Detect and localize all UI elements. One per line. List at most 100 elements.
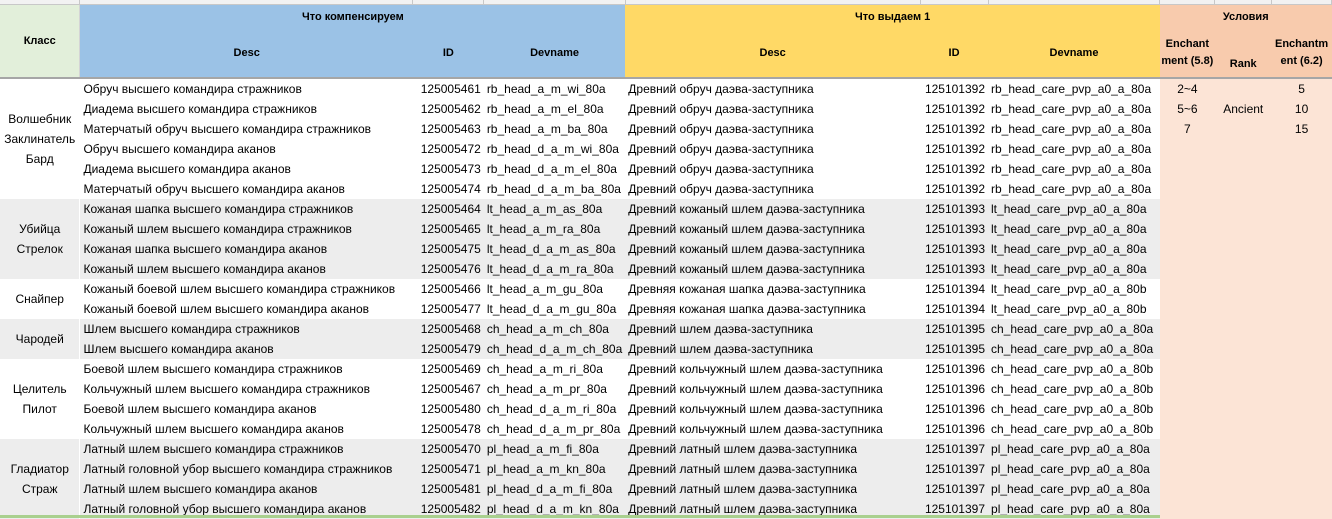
devname-cell[interactable]: rb_head_d_a_m_ba_80a	[483, 178, 626, 199]
desc-2-cell[interactable]: Древний кожаный шлем даэва-заступника	[625, 198, 921, 219]
class-cell[interactable]: Чародей	[0, 318, 81, 359]
id-cell[interactable]: 125005464	[412, 198, 484, 219]
devname-2-cell[interactable]: ch_head_care_pvp_a0_a_80a	[988, 318, 1160, 339]
id-cell[interactable]: 125005466	[412, 278, 484, 299]
rank-cell[interactable]	[1214, 398, 1272, 419]
column-header[interactable]	[1271, 0, 1332, 5]
enchant-58-cell[interactable]	[1159, 478, 1215, 499]
header-class[interactable]: Класс	[0, 4, 81, 77]
id-cell[interactable]: 125005476	[412, 258, 484, 279]
id-2-cell[interactable]: 125101397	[920, 438, 989, 459]
id-2-cell[interactable]: 125101397	[920, 458, 989, 479]
desc-cell[interactable]: Обруч высшего командира аканов	[79, 138, 413, 159]
enchant-58-cell[interactable]	[1159, 278, 1215, 299]
id-cell[interactable]: 125005470	[412, 438, 484, 459]
enchant-58-cell[interactable]	[1159, 218, 1215, 239]
devname-cell[interactable]: ch_head_d_a_m_ri_80a	[483, 398, 626, 419]
enchant-58-cell[interactable]	[1159, 338, 1215, 359]
enchant-62-cell[interactable]: 10	[1271, 98, 1332, 119]
rank-cell[interactable]	[1214, 138, 1272, 159]
enchant-58-cell[interactable]	[1159, 398, 1215, 419]
enchant-62-cell[interactable]	[1271, 358, 1332, 379]
devname-2-cell[interactable]: rb_head_care_pvp_a0_a_80a	[988, 138, 1160, 159]
rank-cell[interactable]	[1214, 498, 1272, 519]
class-cell[interactable]: Волшебник Заклинатель Бард	[0, 78, 81, 199]
column-header[interactable]	[988, 0, 1161, 5]
id-2-cell[interactable]: 125101395	[920, 318, 989, 339]
header-id[interactable]: ID	[412, 28, 484, 77]
desc-cell[interactable]: Кожаная шапка высшего командира стражник…	[79, 198, 413, 219]
enchant-58-cell[interactable]	[1159, 198, 1215, 219]
enchant-62-cell[interactable]	[1271, 298, 1332, 319]
header-devname-2[interactable]: Devname	[988, 28, 1160, 77]
rank-cell[interactable]: Ancient	[1214, 98, 1272, 119]
rank-cell[interactable]	[1214, 458, 1272, 479]
devname-cell[interactable]: pl_head_d_a_m_fi_80a	[483, 478, 626, 499]
class-cell[interactable]: Целитель Пилот	[0, 358, 81, 439]
desc-cell[interactable]: Диадема высшего командира аканов	[79, 158, 413, 179]
desc-2-cell[interactable]: Древний обруч даэва-заступника	[625, 78, 921, 99]
devname-cell[interactable]: pl_head_a_m_kn_80a	[483, 458, 626, 479]
header-devname[interactable]: Devname	[483, 28, 626, 77]
devname-2-cell[interactable]: ch_head_care_pvp_a0_a_80a	[988, 338, 1160, 359]
desc-cell[interactable]: Кольчужный шлем высшего командира стражн…	[79, 378, 413, 399]
devname-2-cell[interactable]: rb_head_care_pvp_a0_a_80a	[988, 178, 1160, 199]
desc-cell[interactable]: Кожаная шапка высшего командира аканов	[79, 238, 413, 259]
enchant-62-cell[interactable]	[1271, 178, 1332, 199]
enchant-58-cell[interactable]	[1159, 458, 1215, 479]
devname-cell[interactable]: pl_head_d_a_m_kn_80a	[483, 498, 626, 519]
id-cell[interactable]: 125005473	[412, 158, 484, 179]
id-2-cell[interactable]: 125101394	[920, 278, 989, 299]
id-cell[interactable]: 125005478	[412, 418, 484, 439]
enchant-58-cell[interactable]	[1159, 238, 1215, 259]
id-cell[interactable]: 125005471	[412, 458, 484, 479]
header-group-compensate[interactable]: Что компенсируем	[79, 4, 626, 29]
rank-cell[interactable]	[1214, 358, 1272, 379]
desc-2-cell[interactable]: Древний кожаный шлем даэва-заступника	[625, 218, 921, 239]
enchant-62-cell[interactable]	[1271, 338, 1332, 359]
id-cell[interactable]: 125005468	[412, 318, 484, 339]
class-cell[interactable]: Снайпер	[0, 278, 81, 319]
rank-cell[interactable]	[1214, 238, 1272, 259]
enchant-58-cell[interactable]: 5~6	[1159, 98, 1215, 119]
rank-cell[interactable]	[1214, 78, 1272, 99]
devname-cell[interactable]: ch_head_a_m_ch_80a	[483, 318, 626, 339]
id-cell[interactable]: 125005472	[412, 138, 484, 159]
desc-cell[interactable]: Кожаный боевой шлем высшего командира ак…	[79, 298, 413, 319]
header-rank[interactable]: Rank	[1214, 28, 1272, 77]
desc-2-cell[interactable]: Древний кожаный шлем даэва-заступника	[625, 238, 921, 259]
enchant-62-cell[interactable]	[1271, 198, 1332, 219]
desc-2-cell[interactable]: Древний обруч даэва-заступника	[625, 118, 921, 139]
desc-cell[interactable]: Диадема высшего командира стражников	[79, 98, 413, 119]
enchant-58-cell[interactable]: 7	[1159, 118, 1215, 139]
id-cell[interactable]: 125005467	[412, 378, 484, 399]
header-enchant-62[interactable]: Enchantment (6.2)	[1271, 28, 1332, 77]
column-header[interactable]	[625, 0, 921, 5]
enchant-58-cell[interactable]	[1159, 298, 1215, 319]
id-2-cell[interactable]: 125101396	[920, 378, 989, 399]
devname-2-cell[interactable]: ch_head_care_pvp_a0_a_80b	[988, 398, 1160, 419]
rank-cell[interactable]	[1214, 438, 1272, 459]
enchant-62-cell[interactable]	[1271, 418, 1332, 439]
id-cell[interactable]: 125005479	[412, 338, 484, 359]
header-desc[interactable]: Desc	[79, 28, 413, 77]
desc-2-cell[interactable]: Древний кольчужный шлем даэва-заступника	[625, 358, 921, 379]
enchant-62-cell[interactable]	[1271, 398, 1332, 419]
id-2-cell[interactable]: 125101392	[920, 118, 989, 139]
devname-2-cell[interactable]: lt_head_care_pvp_a0_a_80b	[988, 298, 1160, 319]
desc-2-cell[interactable]: Древний латный шлем даэва-заступника	[625, 478, 921, 499]
id-2-cell[interactable]: 125101392	[920, 78, 989, 99]
column-header[interactable]	[1214, 0, 1273, 5]
devname-cell[interactable]: rb_head_a_m_ba_80a	[483, 118, 626, 139]
devname-cell[interactable]: rb_head_a_m_el_80a	[483, 98, 626, 119]
devname-cell[interactable]: rb_head_a_m_wi_80a	[483, 78, 626, 99]
desc-cell[interactable]: Латный шлем высшего командира стражников	[79, 438, 413, 459]
id-2-cell[interactable]: 125101392	[920, 138, 989, 159]
id-2-cell[interactable]: 125101393	[920, 238, 989, 259]
rank-cell[interactable]	[1214, 158, 1272, 179]
devname-cell[interactable]: rb_head_d_a_m_el_80a	[483, 158, 626, 179]
devname-2-cell[interactable]: pl_head_care_pvp_a0_a_80a	[988, 438, 1160, 459]
desc-cell[interactable]: Кожаный боевой шлем высшего командира ст…	[79, 278, 413, 299]
id-2-cell[interactable]: 125101397	[920, 478, 989, 499]
desc-cell[interactable]: Латный головной убор высшего командира с…	[79, 458, 413, 479]
